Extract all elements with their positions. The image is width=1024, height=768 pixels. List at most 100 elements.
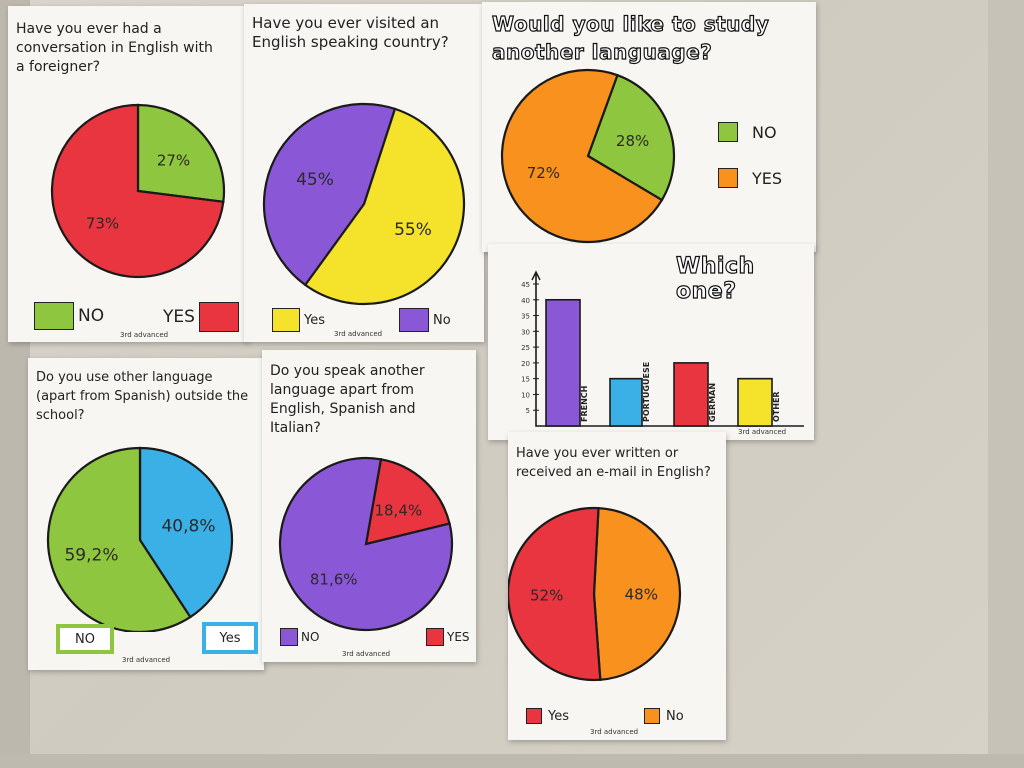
level-note: 3rd advanced [122,656,171,664]
legend-no: No [644,708,684,724]
poster-conversation: Have you ever had a conversation in Engl… [8,6,248,342]
pie-slice-yes [50,103,225,279]
wall-baseboard [0,754,1024,768]
legend-box-no: NO [56,624,114,654]
level-note: 3rd advanced [334,330,383,338]
legend-no: NO [56,624,114,654]
pie-slice-yes [500,68,664,244]
legend-swatch-no [644,708,660,724]
pie-chart-study-language: 28% 72% [500,68,676,244]
poster-speak-another-language: Do you speak another language apart from… [262,350,476,662]
legend-swatch-yes [272,308,300,332]
legend-label-no: NO [752,122,777,142]
bar-chart-which-language: 5 10 15 20 25 30 35 40 45 FRENCH PORTUGUESE GERMAN O… [521,270,804,427]
y-tick-label: 20 [521,360,530,368]
legend-label-no: NO [301,630,320,644]
chart-title: Have you ever had a conversation in Engl… [16,21,213,75]
bar-french [545,298,581,427]
poster-email-english: Have you ever written or received an e-m… [508,432,726,740]
legend-label-yes: YES [163,307,195,327]
pie-label-yes: 18,4% [374,502,422,520]
level-note: 3rd advanced [738,428,787,436]
legend-swatch-yes [426,628,444,646]
chart-title: Do you use other language (apart from Sp… [36,370,249,423]
legend-no: NO [718,122,777,142]
level-note: 3rd advanced [342,650,391,658]
poster-which-language: Which one? 5 10 15 20 25 30 35 40 45 FRENCH PORTUG… [488,244,814,440]
legend-yes: YES [426,628,470,646]
legend-box-yes: Yes [202,622,258,654]
legend-label-no: NO [75,631,95,647]
poster-other-language-outside: Do you use other language (apart from Sp… [28,358,264,670]
y-tick-label: 25 [521,344,530,352]
y-tick-label: 10 [521,391,530,399]
pie-slice-no [586,73,676,202]
pie-chart-speak-another-language: 18,4% 81,6% [278,456,454,632]
x-category-label-portuguese: PORTUGUESE [642,362,651,422]
bar-german [673,362,709,427]
pie-label-yes: 52% [530,587,563,605]
chart-title: Would you like to study another language… [491,11,770,64]
pie-slice-yes [303,107,466,306]
legend-no: No [399,308,451,332]
legend-swatch-yes [198,302,239,332]
pie-label-no: 81,6% [310,571,358,589]
legend-label-yes: YES [752,168,783,188]
pie-slice-no [262,102,397,287]
legend-label-no: NO [78,306,105,326]
bar-other [737,377,773,427]
x-category-label-other: OTHER [772,391,781,422]
legend-label-yes: Yes [304,312,325,328]
legend-label-no: No [666,708,684,724]
level-note: 3rd advanced [120,331,169,339]
y-tick-label: 40 [521,297,530,305]
y-tick-label: 35 [521,313,530,321]
legend-yes: Yes [272,308,325,332]
pie-slice-no [592,506,682,681]
pie-label-no: 45% [296,170,334,190]
pie-label-yes: 72% [527,164,560,182]
pie-label-yes: 73% [86,214,119,232]
pie-label-no: 59,2% [64,545,118,565]
pie-chart-other-language-outside: 40,8% 59,2% [46,446,234,632]
legend-label-yes: Yes [219,630,241,646]
y-tick-label: 15 [521,376,530,384]
bar-axes [535,274,804,427]
pie-slice-no [136,103,226,204]
pie-slice-no [46,446,192,632]
legend-swatch-no [399,308,429,332]
pie-slice-yes [508,506,602,682]
pie-chart-email-english: 48% 52% [508,506,682,682]
legend-yes: YES [163,302,239,332]
pie-label-yes: 40,8% [161,517,215,537]
y-tick-label: 5 [526,407,530,415]
legend-swatch-no [280,628,298,646]
pie-label-yes: 55% [394,220,432,240]
pie-chart-visited-country: 55% 45% [262,102,466,306]
y-tick-label: 30 [521,328,530,336]
legend-label-no: No [433,312,451,328]
pie-slice-no [278,456,454,632]
wall-frame-right [988,0,1024,768]
chart-title: Which one? [675,253,755,304]
pie-label-no: 48% [625,586,658,604]
pie-label-no: 28% [616,132,649,150]
poster-visited-country: Have you ever visited an English speakin… [244,4,484,342]
chart-title: Have you ever visited an English speakin… [252,14,449,51]
pie-slice-yes [364,458,451,546]
x-category-label-french: FRENCH [580,386,589,422]
legend-swatch-no [34,302,74,330]
legend-yes: Yes [202,622,258,654]
legend-label-yes: YES [447,630,470,644]
bar-portuguese [609,377,643,427]
legend-no: NO [34,302,104,330]
level-note: 3rd advanced [590,728,639,736]
y-tick-label: 45 [521,281,530,289]
poster-study-language: Would you like to study another language… [482,2,816,252]
chart-title: Have you ever written or received an e-m… [516,446,711,480]
legend-swatch-yes [718,168,738,188]
legend-swatch-no [718,122,738,142]
legend-label-yes: Yes [548,708,569,724]
chart-title: Do you speak another language apart from… [270,363,425,436]
legend-yes: Yes [526,708,569,724]
